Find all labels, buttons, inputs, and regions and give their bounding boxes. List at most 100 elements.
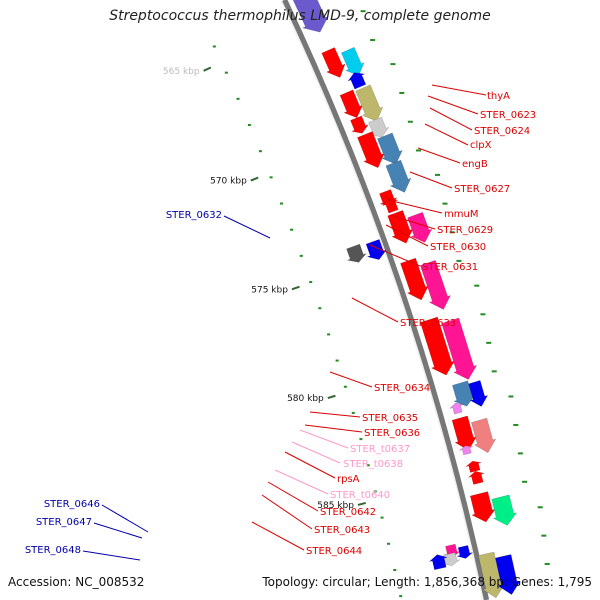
gc-mark-inner [236, 97, 240, 100]
gc-mark-outer [474, 284, 480, 287]
leader-line [93, 522, 143, 539]
gc-mark-outer [360, 10, 366, 13]
gc-mark-outer [491, 370, 497, 373]
leader-line [223, 215, 271, 239]
leader-line [291, 441, 341, 464]
gc-mark-inner [309, 281, 313, 284]
gene-arrow-19 [420, 316, 456, 376]
gene-label: STER_t0640 [330, 490, 390, 501]
gc-mark-outer [541, 534, 547, 537]
gc-mark-outer [537, 506, 543, 509]
leader-line [329, 371, 373, 388]
leader-line [429, 107, 473, 131]
gene-arrow-1 [321, 47, 346, 78]
gene-label: STER_0647 [36, 517, 92, 528]
leader-line [299, 429, 349, 449]
gc-mark-outer [486, 341, 492, 344]
scale-tick [327, 394, 336, 400]
gene-arrow-31 [444, 543, 461, 558]
gc-mark-inner [335, 359, 339, 362]
gc-mark-inner [212, 45, 216, 48]
gc-mark-outer [449, 231, 455, 234]
gc-mark-inner [351, 411, 355, 414]
gene-label: STER_0646 [44, 499, 100, 510]
gene-arrow-36 [495, 554, 521, 595]
gc-mark-inner [279, 202, 283, 205]
gc-mark-outer [370, 39, 376, 42]
gene-arrow-9 [377, 132, 403, 165]
gene-label: rpsA [337, 474, 360, 485]
gene-arrow-28 [468, 470, 485, 485]
gc-mark-outer [513, 423, 519, 426]
gc-mark-outer [480, 313, 486, 316]
gene-arrow-26 [459, 445, 473, 456]
gc-mark-inner [247, 124, 251, 127]
gene-label: STER_0642 [320, 507, 376, 518]
gene-arrow-32 [456, 545, 473, 559]
gene-arrow-2 [340, 46, 365, 76]
gene-label: STER_0643 [314, 525, 370, 536]
gc-mark-inner [343, 385, 347, 388]
gc-mark-inner [373, 490, 377, 493]
leader-line [409, 171, 453, 189]
gene-label: STER_0634 [374, 383, 430, 394]
gene-arrow-20 [441, 317, 478, 380]
gc-mark-outer [517, 452, 523, 455]
scale-tick [291, 285, 300, 291]
gc-mark-inner [258, 150, 262, 153]
leader-line [369, 244, 421, 267]
gene-label: clpX [470, 140, 492, 151]
leader-line [101, 504, 149, 533]
gene-arrow-10 [385, 159, 412, 193]
gc-mark-inner [359, 438, 363, 441]
gc-mark-inner [299, 254, 303, 257]
gene-arrow-25 [471, 417, 497, 454]
gene-arrow-3 [347, 72, 367, 90]
gene-arrow-27 [465, 460, 482, 473]
scale-tick-label: 570 kbp [210, 177, 247, 187]
backbone-arc [281, 0, 490, 600]
gene-arrow-22 [468, 380, 489, 407]
gene-label: STER_0630 [430, 242, 486, 253]
leader-line [261, 494, 313, 530]
gc-mark-outer [435, 173, 441, 176]
gc-mark-outer [407, 120, 413, 123]
gc-mark-outer [442, 202, 448, 205]
leader-line [251, 521, 305, 551]
gene-label: STER_0644 [306, 546, 362, 557]
scale-tick [250, 176, 259, 182]
gene-label: STER_0629 [437, 225, 493, 236]
gc-mark-inner [290, 228, 294, 231]
gc-mark-inner [399, 595, 403, 598]
gc-mark-inner [224, 71, 228, 74]
gene-arrow-35 [478, 551, 505, 599]
gene-arrow-6 [350, 115, 370, 134]
gene-arrow-29 [469, 491, 496, 523]
gene-arrow-18 [419, 259, 451, 310]
gene-label: mmuM [444, 209, 478, 220]
gene-arrow-15 [346, 243, 368, 263]
gene-label: STER_0631 [422, 262, 478, 273]
leader-line [351, 297, 399, 323]
scale-tick [203, 66, 212, 72]
gc-mark-outer [399, 91, 405, 94]
backbone-highlight [280, 0, 484, 600]
scale-tick [357, 501, 366, 506]
gene-arrow-5 [355, 84, 384, 122]
gc-mark-inner [380, 516, 384, 519]
gc-mark-outer [456, 259, 462, 262]
gc-mark-inner [327, 333, 331, 336]
leader-line [274, 469, 329, 495]
leader-line [427, 95, 479, 115]
topology-text: Topology: circular; Length: 1,856,368 bp… [262, 575, 592, 589]
leader-line [82, 550, 141, 561]
gene-label: engB [462, 159, 488, 170]
gene-arrow-14 [407, 211, 433, 243]
gc-mark-inner [318, 307, 322, 310]
gc-mark-inner [269, 176, 273, 179]
gc-mark-inner [393, 568, 397, 571]
gene-label: STER_0648 [25, 545, 81, 556]
gene-label: STER_0632 [166, 210, 222, 221]
gene-arrow-30 [491, 494, 518, 526]
